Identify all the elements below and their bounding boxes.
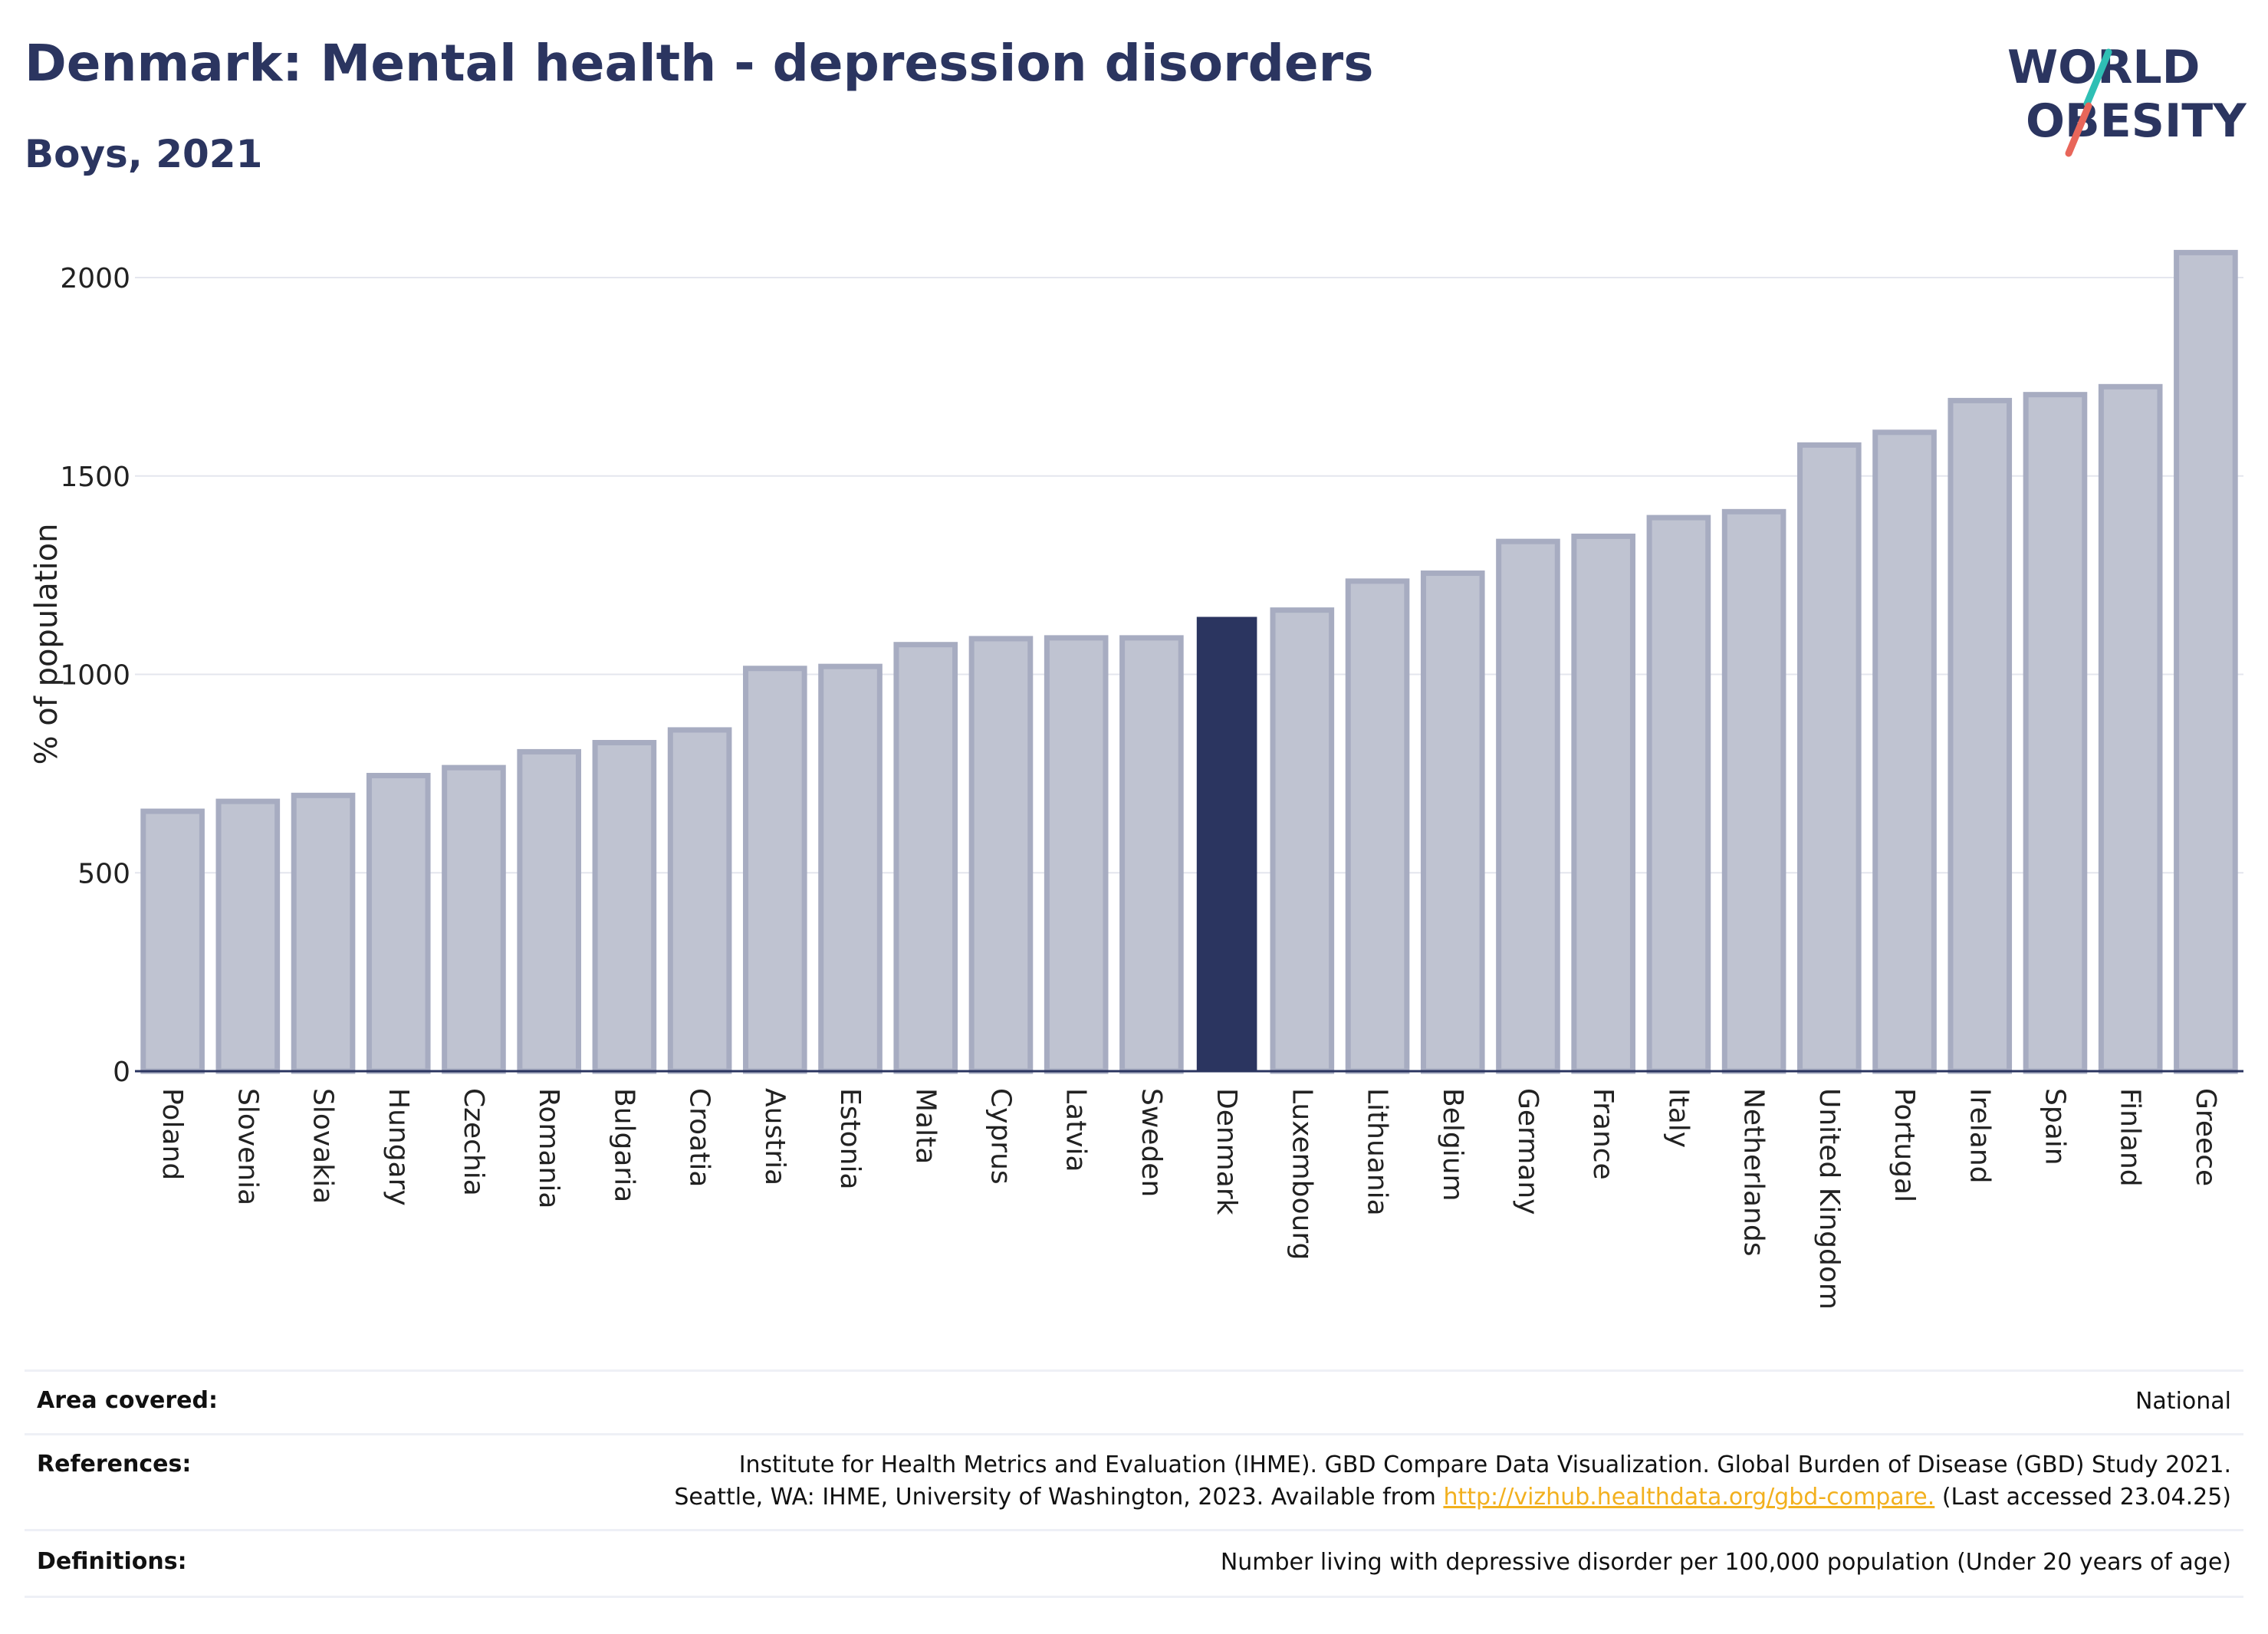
y-tick-label: 500 xyxy=(77,858,130,889)
bar-slovakia xyxy=(291,792,356,1074)
references-line2-post: (Last accessed 23.04.25) xyxy=(1934,1484,2231,1511)
bar-greece xyxy=(2174,249,2238,1074)
x-tick-label: United Kingdom xyxy=(1813,1088,1845,1310)
x-tick-label: Ireland xyxy=(1964,1088,1995,1184)
bar-denmark xyxy=(1196,616,1257,1072)
x-tick-label: Croatia xyxy=(684,1088,715,1187)
logo-slash-teal xyxy=(2083,48,2112,107)
bar-portugal xyxy=(1872,429,1937,1074)
references-label: References: xyxy=(37,1451,192,1478)
info-row-definitions: Definitions: Number living with depressi… xyxy=(25,1529,2243,1598)
x-tick-label: Netherlands xyxy=(1738,1088,1770,1256)
bar-slovenia xyxy=(215,798,281,1074)
y-tick-label: 1000 xyxy=(60,660,130,692)
bar-germany xyxy=(1496,538,1560,1074)
x-tick-label: Sweden xyxy=(1136,1088,1167,1197)
x-tick-label: Romania xyxy=(533,1088,564,1208)
x-tick-label: Czechia xyxy=(458,1088,489,1196)
y-tick-label: 0 xyxy=(113,1057,130,1088)
area-covered-label: Area covered: xyxy=(37,1387,218,1414)
x-tick-label: Malta xyxy=(909,1088,941,1164)
bar-croatia xyxy=(667,727,732,1074)
x-tick-label: Bulgaria xyxy=(608,1088,639,1202)
bar-hungary xyxy=(366,772,431,1074)
x-tick-label: Slovakia xyxy=(307,1088,339,1204)
bar-finland xyxy=(2098,383,2163,1074)
world-obesity-logo: WORLD OBESITY xyxy=(2007,41,2247,157)
x-tick-labels: Poland Slovenia Slovakia Hungary Czechia Roma… xyxy=(156,1088,2221,1310)
x-tick-label: France xyxy=(1587,1088,1619,1180)
bar-poland xyxy=(140,808,205,1074)
x-tick-label: Germany xyxy=(1512,1088,1543,1215)
x-tick-label: Poland xyxy=(156,1088,188,1180)
bar-netherlands xyxy=(1721,508,1786,1074)
bar-czechia xyxy=(442,764,506,1074)
x-tick-label: Cyprus xyxy=(984,1088,1016,1185)
bar-chart: 0 500 1000 1500 2000 Poland Slovenia Slovakia H… xyxy=(29,249,2243,1310)
x-tick-label: Austria xyxy=(759,1088,791,1185)
bar-lithuania xyxy=(1345,578,1410,1074)
definitions-label: Definitions: xyxy=(37,1548,187,1575)
y-axis-label: % of population xyxy=(29,524,64,765)
chart-title: Denmark: Mental health - depression diso… xyxy=(25,34,1374,93)
bar-cyprus xyxy=(968,636,1034,1074)
info-row-area: Area covered: National xyxy=(25,1369,2243,1433)
bar-latvia xyxy=(1044,635,1109,1074)
x-tick-label: Lithuania xyxy=(1362,1088,1393,1216)
logo-slash-red xyxy=(2065,102,2092,157)
x-tick-label: Denmark xyxy=(1211,1088,1242,1215)
references-line2: Seattle, WA: IHME, University of Washing… xyxy=(25,1481,2231,1514)
x-tick-label: Portugal xyxy=(1888,1088,1920,1202)
x-tick-label: Hungary xyxy=(383,1088,414,1206)
bar-ireland xyxy=(1948,397,2013,1074)
chart-subtitle: Boys, 2021 xyxy=(25,132,263,176)
bar-spain xyxy=(2023,392,2088,1074)
y-tick-labels: 0 500 1000 1500 2000 xyxy=(60,263,130,1088)
bar-belgium xyxy=(1420,570,1485,1074)
y-tick-label: 2000 xyxy=(60,263,130,294)
bar-malta xyxy=(893,642,958,1074)
definitions-value: Number living with depressive disorder p… xyxy=(1220,1549,2231,1576)
info-table: Area covered: National References: Insti… xyxy=(25,1369,2243,1598)
area-covered-value: National xyxy=(2135,1388,2231,1415)
bar-bulgaria xyxy=(592,740,657,1074)
x-tick-label: Slovenia xyxy=(232,1088,263,1205)
x-tick-label: Italy xyxy=(1662,1088,1694,1148)
bar-italy xyxy=(1646,515,1711,1074)
x-tick-label: Luxembourg xyxy=(1286,1088,1317,1260)
bars xyxy=(135,249,2243,1074)
references-value: Institute for Health Metrics and Evaluat… xyxy=(25,1435,2243,1514)
references-line1: Institute for Health Metrics and Evaluat… xyxy=(738,1452,2231,1478)
info-row-references: References: Institute for Health Metrics… xyxy=(25,1433,2243,1529)
x-tick-label: Latvia xyxy=(1060,1088,1092,1172)
bar-austria xyxy=(743,666,807,1074)
y-tick-label: 1500 xyxy=(60,462,130,493)
bar-france xyxy=(1571,533,1635,1074)
logo-line2: OBESITY xyxy=(2026,94,2247,148)
x-tick-label: Finland xyxy=(2115,1088,2146,1187)
bar-united-kingdom xyxy=(1797,442,1862,1074)
bar-sweden xyxy=(1119,635,1184,1074)
x-tick-label: Estonia xyxy=(834,1088,866,1190)
references-line2-pre: Seattle, WA: IHME, University of Washing… xyxy=(674,1484,1444,1511)
bar-romania xyxy=(517,748,581,1074)
x-tick-label: Belgium xyxy=(1437,1088,1468,1202)
x-tick-label: Spain xyxy=(2039,1088,2070,1165)
bar-estonia xyxy=(818,663,883,1074)
references-link[interactable]: http://vizhub.healthdata.org/gbd-compare… xyxy=(1443,1484,1935,1511)
x-tick-label: Greece xyxy=(2190,1088,2221,1186)
bar-luxembourg xyxy=(1270,607,1335,1074)
